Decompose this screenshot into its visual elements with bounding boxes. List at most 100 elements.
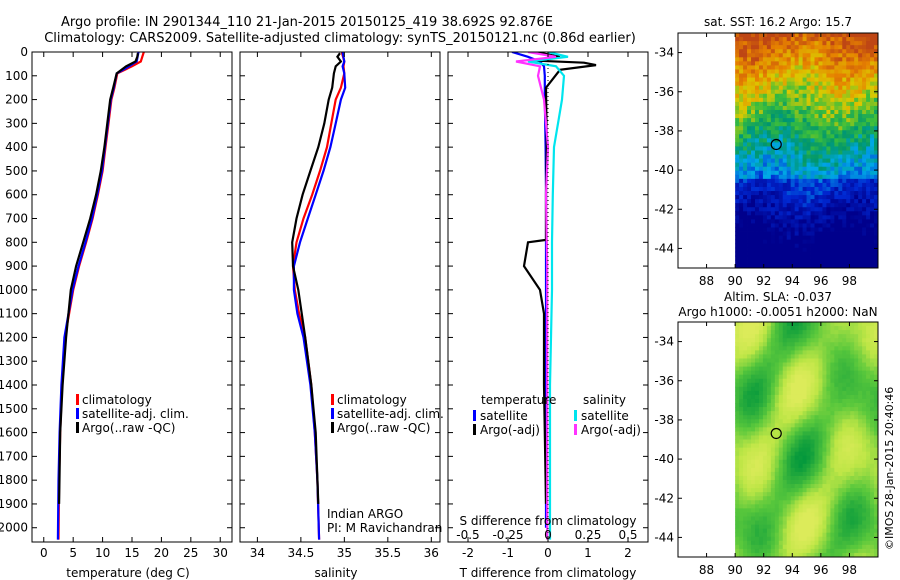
map-cell <box>774 431 780 436</box>
map-cell <box>770 61 776 66</box>
map-cell <box>806 411 811 416</box>
map-cell <box>850 227 855 232</box>
map-cell <box>810 512 815 517</box>
map-cell <box>842 536 847 542</box>
map-cell <box>826 101 831 107</box>
map-cell <box>794 126 800 131</box>
map-cell <box>751 174 756 180</box>
map-cell <box>830 162 835 168</box>
map-cell <box>754 211 760 216</box>
map-cell <box>766 105 772 111</box>
map-cell <box>862 118 867 123</box>
map-cell <box>754 475 760 481</box>
map-cell <box>778 45 784 50</box>
map-cell <box>786 49 792 54</box>
map-cell <box>834 93 839 99</box>
map-cell <box>834 227 839 232</box>
map-cell <box>858 126 863 131</box>
map-cell <box>838 520 843 525</box>
map-cell <box>766 158 772 164</box>
map-cell <box>754 170 760 176</box>
map-cell <box>782 223 788 228</box>
map-cell <box>866 516 871 521</box>
map-cell <box>747 219 752 224</box>
map-cell <box>762 186 768 192</box>
map-cell <box>814 528 819 534</box>
map-cell <box>810 191 815 196</box>
map-cell <box>834 524 839 530</box>
map-cell <box>826 182 831 188</box>
map-cell <box>786 259 792 265</box>
map-cell <box>830 247 835 253</box>
map-cell <box>778 447 784 453</box>
map-cell <box>842 251 847 257</box>
map-cell <box>802 350 807 355</box>
map-cell <box>751 326 756 331</box>
map-cell <box>782 235 788 241</box>
map-cell <box>794 382 800 388</box>
map-cell <box>798 259 803 265</box>
map-cell <box>766 403 772 408</box>
map-cell <box>834 130 839 135</box>
map-cell <box>751 243 756 249</box>
map-cell <box>794 330 800 335</box>
map-cell <box>826 154 831 159</box>
map-cell <box>747 142 752 147</box>
map-cell <box>854 69 859 74</box>
map-cell <box>822 516 827 521</box>
legend-swatch <box>76 394 79 405</box>
map-cell <box>786 512 792 517</box>
map-cell <box>854 528 859 534</box>
map-cell <box>751 330 756 335</box>
map-cell <box>818 162 823 168</box>
map-cell <box>866 142 871 147</box>
map-cell <box>739 427 744 432</box>
map-cell <box>826 492 831 497</box>
map-cell <box>814 467 819 473</box>
map-cell <box>778 390 784 396</box>
map-cell <box>870 162 875 168</box>
map-cell <box>782 496 788 501</box>
map-cell <box>786 73 792 78</box>
map-y-tick-label: -44 <box>654 530 674 544</box>
map-cell <box>822 255 827 261</box>
map-cell <box>858 423 863 428</box>
map-cell <box>790 154 796 159</box>
map-cell <box>874 174 879 180</box>
map-cell <box>826 358 831 363</box>
map-cell <box>834 259 839 265</box>
map-cell <box>866 548 871 554</box>
map-cell <box>874 451 879 457</box>
map-cell <box>862 207 867 212</box>
map-cell <box>838 508 843 513</box>
map-cell <box>834 322 839 327</box>
map-cell <box>854 89 859 95</box>
map-cell <box>778 378 784 384</box>
map-cell <box>834 126 839 131</box>
map-cell <box>854 45 859 50</box>
map-cell <box>790 447 796 453</box>
map-cell <box>794 134 800 139</box>
map-cell <box>754 326 760 331</box>
map-cell <box>874 427 879 432</box>
map-cell <box>766 540 772 546</box>
map-cell <box>770 354 776 359</box>
map-cell <box>743 259 748 265</box>
map-cell <box>774 195 780 200</box>
map-cell <box>806 350 811 355</box>
map-cell <box>751 69 756 74</box>
map-cell <box>874 455 879 461</box>
map-cell <box>790 334 796 339</box>
y-tick-label: 1500 <box>0 402 28 416</box>
map-cell <box>770 53 776 58</box>
map-cell <box>826 362 831 367</box>
map-cell <box>850 354 855 359</box>
map-cell <box>826 105 831 111</box>
map-cell <box>850 101 855 107</box>
map-cell <box>754 544 760 550</box>
map-cell <box>770 122 776 127</box>
map-cell <box>818 354 823 359</box>
map-cell <box>754 459 760 465</box>
map-cell <box>818 174 823 180</box>
map-cell <box>774 451 780 457</box>
